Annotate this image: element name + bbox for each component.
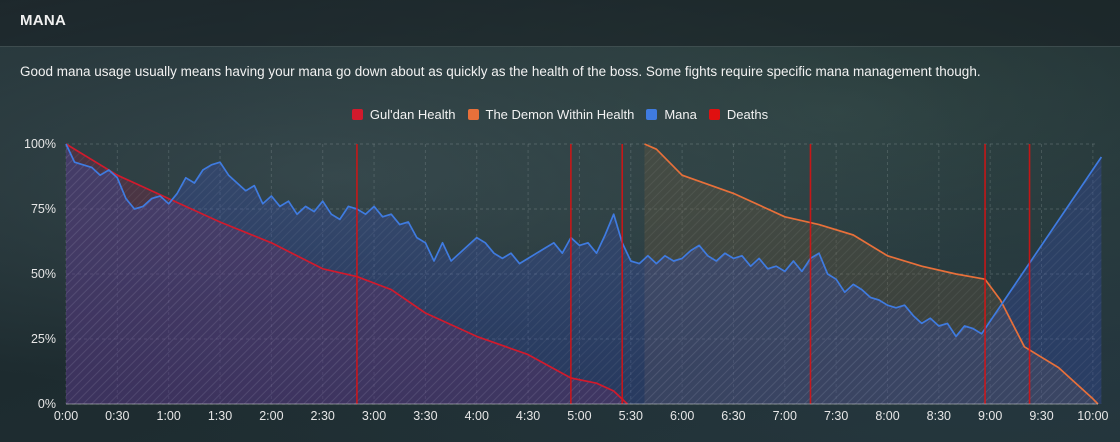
x-tick-label: 3:00 [362, 409, 386, 423]
y-tick-label: 50% [31, 267, 56, 281]
x-tick-label: 9:30 [1029, 409, 1053, 423]
y-tick-label: 75% [31, 202, 56, 216]
x-tick-label: 6:00 [670, 409, 694, 423]
hatch-mana [66, 144, 1102, 404]
x-tick-label: 10:00 [1077, 409, 1108, 423]
x-tick-label: 7:00 [773, 409, 797, 423]
x-tick-label: 7:30 [824, 409, 848, 423]
x-tick-label: 0:00 [54, 409, 78, 423]
y-tick-label: 100% [24, 137, 56, 151]
chart-legend: Gul'dan Health The Demon Within Health M… [0, 107, 1120, 122]
x-tick-label: 2:30 [311, 409, 335, 423]
legend-item-demon-within-health[interactable]: The Demon Within Health [467, 107, 635, 122]
x-tick-label: 5:30 [619, 409, 643, 423]
x-tick-label: 1:00 [157, 409, 181, 423]
mana-description: Good mana usage usually means having you… [20, 64, 981, 79]
legend-swatch-demon-within-health [467, 109, 479, 120]
x-tick-label: 0:30 [105, 409, 129, 423]
chart-axes: 100% 75% 50% 25% 0%0:00 0:30 1:00 1:30 2:00 2:30 3… [24, 137, 1109, 423]
mana-chart: 100% 75% 50% 25% 0%0:00 0:30 1:00 1:30 2:00 2:30 3… [24, 137, 1109, 423]
legend-swatch-mana [646, 109, 658, 120]
x-tick-label: 4:30 [516, 409, 540, 423]
panel-header: MANA [0, 0, 1120, 47]
x-tick-label: 2:00 [259, 409, 283, 423]
series-areas [66, 144, 1102, 404]
x-tick-label: 9:00 [978, 409, 1002, 423]
y-tick-label: 0% [38, 397, 56, 411]
line-mana [65, 143, 1103, 338]
x-tick-label: 1:30 [208, 409, 232, 423]
legend-item-deaths[interactable]: Deaths [708, 107, 769, 122]
x-tick-label: 8:00 [875, 409, 899, 423]
series-lines [65, 143, 1103, 405]
panel-title: MANA [20, 12, 67, 29]
x-tick-label: 5:00 [567, 409, 591, 423]
legend-swatch-deaths [708, 109, 720, 120]
x-tick-label: 6:30 [721, 409, 745, 423]
x-tick-label: 8:30 [927, 409, 951, 423]
death-markers [356, 144, 1031, 404]
line-the-demon-within-health [644, 143, 1099, 405]
legend-label-demon-within-health: The Demon Within Health [485, 107, 635, 122]
legend-label-guldan-health: Gul'dan Health [369, 107, 456, 122]
legend-item-guldan-health[interactable]: Gul'dan Health [351, 107, 456, 122]
x-tick-label: 3:30 [413, 409, 437, 423]
legend-item-mana[interactable]: Mana [646, 107, 697, 122]
legend-swatch-guldan-health [351, 109, 363, 120]
legend-label-deaths: Deaths [726, 107, 769, 122]
line-gul-dan-health [65, 143, 628, 405]
x-tick-label: 4:00 [465, 409, 489, 423]
legend-label-mana: Mana [664, 107, 697, 122]
y-tick-label: 25% [31, 332, 56, 346]
